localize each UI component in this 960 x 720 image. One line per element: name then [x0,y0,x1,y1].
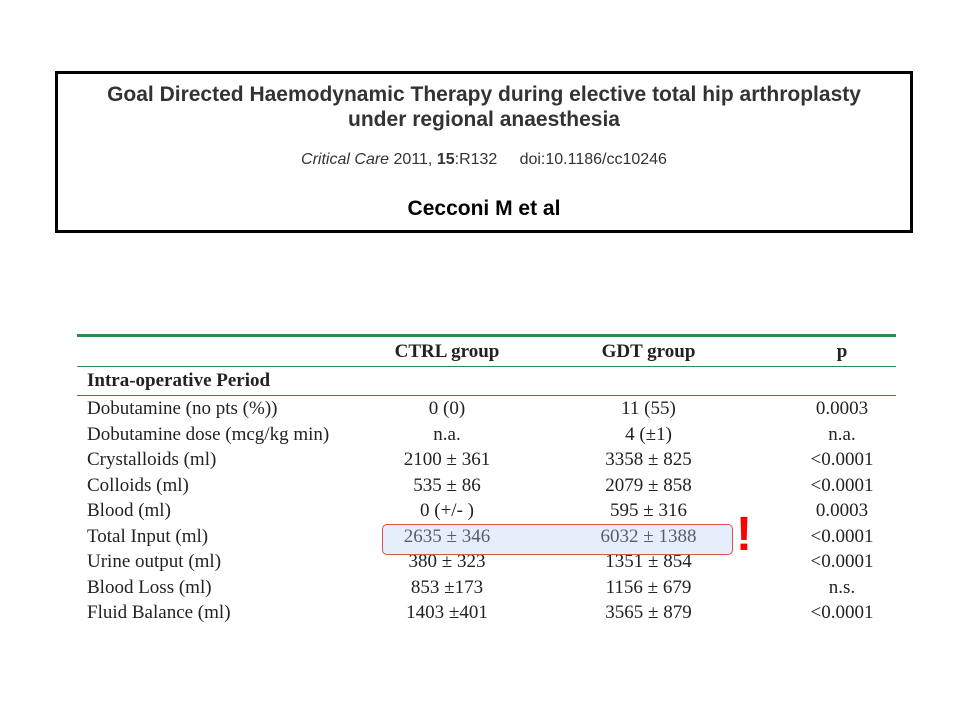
ctrl-value: n.a. [367,422,527,448]
table-row: Fluid Balance (ml) 1403 ±401 3565 ± 879 <0.… [77,600,896,626]
table-row: Colloids (ml) 535 ± 86 2079 ± 858 <0.0001 [77,473,896,499]
p-value: <0.0001 [782,600,902,626]
citation: Critical Care 2011, 15:R132 doi:10.1186/… [58,151,910,169]
doi: doi:10.1186/cc10246 [520,151,667,168]
table-row: Dobutamine dose (mcg/kg min) n.a. 4 (±1) n.… [77,422,896,448]
table-row: Dobutamine (no pts (%)) 0 (0) 11 (55) 0.000… [77,396,896,422]
table-row: Blood Loss (ml) 853 ±173 1156 ± 679 n.s. [77,575,896,601]
journal-name: Critical Care [301,151,389,168]
article-number: :R132 [455,151,498,168]
ctrl-value: 0 (0) [367,396,527,422]
p-value: 0.0003 [782,396,902,422]
table-row: Blood (ml) 0 (+/- ) 595 ± 316 0.0003 [77,498,896,524]
section-label: Intra-operative Period [87,367,270,395]
ctrl-value: 2100 ± 361 [367,447,527,473]
highlight-box [382,524,733,555]
paper-title: Goal Directed Haemodynamic Therapy durin… [58,82,910,132]
table-row: Crystalloids (ml) 2100 ± 361 3358 ± 825 <0.… [77,447,896,473]
row-label: Blood Loss (ml) [87,575,212,601]
gdt-value: 2079 ± 858 [561,473,736,499]
table-header-row: CTRL group GDT group p [77,337,896,366]
ctrl-value: 1403 ±401 [367,600,527,626]
p-value: 0.0003 [782,498,902,524]
paper-title-line-2: under regional anaesthesia [58,107,910,132]
journal-volume: 15 [437,151,455,168]
gdt-value: 595 ± 316 [561,498,736,524]
row-label: Dobutamine dose (mcg/kg min) [87,422,329,448]
gdt-value: 3565 ± 879 [561,600,736,626]
p-value: <0.0001 [782,473,902,499]
ctrl-value: 535 ± 86 [367,473,527,499]
authors: Cecconi M et al [58,197,910,221]
p-value: n.s. [782,575,902,601]
row-label: Dobutamine (no pts (%)) [87,396,277,422]
header-ctrl-group: CTRL group [367,337,527,366]
row-label: Total Input (ml) [87,524,208,550]
p-value: <0.0001 [782,524,902,550]
paper-title-line-1: Goal Directed Haemodynamic Therapy durin… [58,82,910,107]
gdt-value: 11 (55) [561,396,736,422]
header-p: p [782,337,902,366]
ctrl-value: 853 ±173 [367,575,527,601]
exclamation-mark: ! [736,505,752,565]
p-value: <0.0001 [782,447,902,473]
paper-title-box: Goal Directed Haemodynamic Therapy durin… [55,71,913,233]
journal-year: 2011, [394,151,433,168]
gdt-value: 3358 ± 825 [561,447,736,473]
results-table: CTRL group GDT group p Intra-operative P… [77,334,896,626]
p-value: n.a. [782,422,902,448]
row-label: Urine output (ml) [87,549,221,575]
gdt-value: 4 (±1) [561,422,736,448]
table-section-row: Intra-operative Period [77,367,896,395]
table-body: Dobutamine (no pts (%)) 0 (0) 11 (55) 0.000… [77,396,896,626]
header-gdt-group: GDT group [561,337,736,366]
gdt-value: 1156 ± 679 [561,575,736,601]
row-label: Blood (ml) [87,498,171,524]
row-label: Colloids (ml) [87,473,189,499]
row-label: Fluid Balance (ml) [87,600,231,626]
row-label: Crystalloids (ml) [87,447,216,473]
p-value: <0.0001 [782,549,902,575]
ctrl-value: 0 (+/- ) [367,498,527,524]
